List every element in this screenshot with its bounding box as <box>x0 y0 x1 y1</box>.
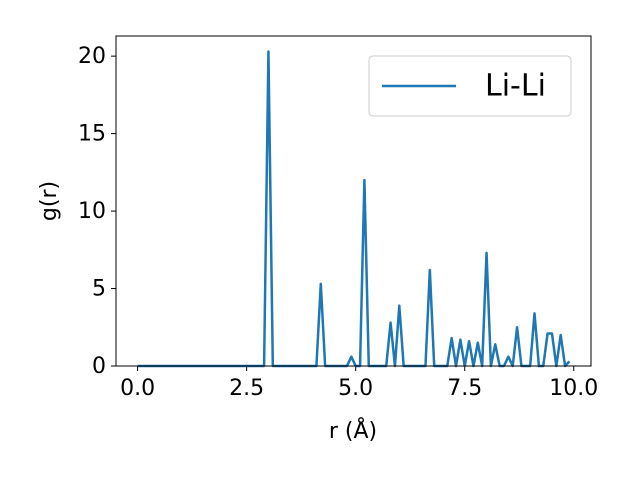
legend-box <box>368 55 572 117</box>
axes-frame <box>115 35 592 367</box>
y-tick-label: 0 <box>92 354 106 379</box>
x-tick-label: 0.0 <box>120 376 155 401</box>
y-tick-label: 10 <box>78 199 106 224</box>
x-tick-label: 10.0 <box>549 376 598 401</box>
y-tick-label: 15 <box>78 122 106 147</box>
x-tick-label: 5.0 <box>338 376 373 401</box>
x-tick-label: 2.5 <box>229 376 264 401</box>
y-tick-label: 20 <box>78 44 106 69</box>
x-tick-label: 7.5 <box>447 376 482 401</box>
legend-label: Li-Li <box>485 69 546 104</box>
y-axis-label: g(r) <box>37 181 62 221</box>
y-tick-label: 5 <box>92 277 106 302</box>
x-axis-label: r (Å) <box>329 417 377 444</box>
